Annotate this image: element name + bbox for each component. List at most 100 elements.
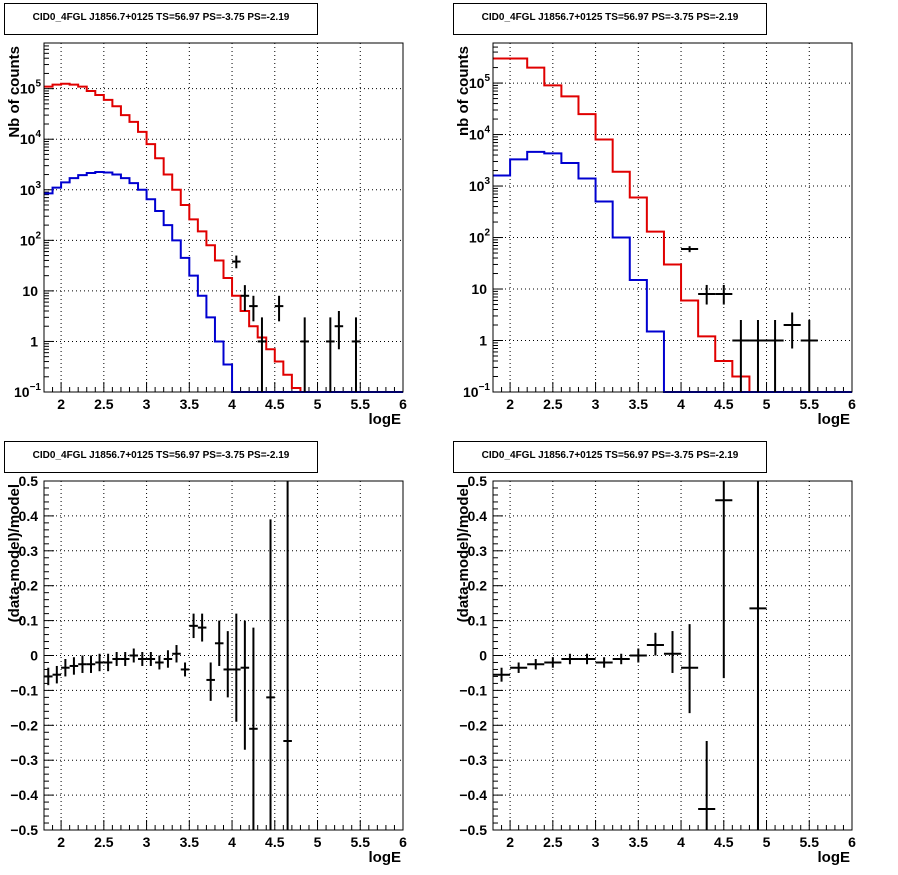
data-point bbox=[129, 648, 139, 663]
data-point bbox=[527, 658, 545, 670]
data-point bbox=[146, 652, 156, 666]
data-point bbox=[681, 624, 699, 714]
data-point bbox=[249, 627, 258, 830]
x-tick-label: 3 bbox=[592, 396, 600, 412]
chart-residuals-coarse: 2 2.5 3 3.5 4 4.5 5 5.5 6 −0.5 −0.4 −0.3 −0.2 −0.1 0 0.… bbox=[455, 473, 856, 866]
x-tick-label: 4 bbox=[677, 396, 685, 412]
data-point bbox=[197, 613, 207, 642]
y-tick-label: −0.1 bbox=[10, 682, 38, 698]
plot-frame bbox=[492, 42, 853, 393]
x-tick-label: 5 bbox=[763, 834, 771, 850]
y-tick-base: 10 bbox=[469, 178, 485, 194]
chart-title: CID0_4FGL J1856.7+0125 TS=56.97 PS=-3.75… bbox=[453, 3, 767, 35]
y-tick-base: 10 bbox=[14, 384, 30, 400]
data-point bbox=[800, 320, 818, 392]
x-tick-label: 2.5 bbox=[94, 834, 114, 850]
y-tick-label: 103 bbox=[20, 180, 42, 198]
plot-frame bbox=[43, 480, 404, 831]
y-tick-label: −0.4 bbox=[10, 787, 38, 803]
data-point bbox=[223, 631, 233, 698]
y-tick-label: 102 bbox=[469, 228, 491, 246]
data-point bbox=[510, 662, 528, 673]
y-tick-label: 10−1 bbox=[463, 382, 490, 400]
data-point bbox=[180, 662, 190, 677]
data-point bbox=[749, 320, 767, 392]
data-point bbox=[172, 645, 181, 663]
y-tick-base: 10 bbox=[20, 81, 36, 97]
y-tick-exponent: 5 bbox=[35, 79, 41, 90]
y-tick-label: 0.3 bbox=[468, 543, 488, 559]
y-tick-label: 1 bbox=[479, 333, 487, 349]
data-point bbox=[300, 317, 309, 392]
x-tick-label: 5.5 bbox=[800, 834, 820, 850]
axis-ticks bbox=[492, 42, 853, 393]
data-points bbox=[44, 481, 292, 830]
data-point bbox=[493, 667, 511, 682]
x-tick-label: 3.5 bbox=[180, 396, 200, 412]
x-tick-label: 4.5 bbox=[714, 396, 734, 412]
data-point bbox=[155, 655, 164, 670]
chart-counts-coarse: 2 2.5 3 3.5 4 4.5 5 5.5 610−1110102103104105logE… bbox=[455, 42, 856, 428]
x-tick-label: 5 bbox=[763, 396, 771, 412]
x-tick-label: 2.5 bbox=[543, 834, 563, 850]
plot-frame bbox=[492, 480, 853, 831]
data-point bbox=[44, 667, 53, 686]
y-tick-label: −0.3 bbox=[459, 752, 487, 768]
x-tick-label: 6 bbox=[399, 834, 407, 850]
y-axis-title: nb of counts bbox=[455, 46, 472, 136]
y-tick-label: 105 bbox=[20, 79, 42, 97]
x-tick-label: 2 bbox=[506, 834, 514, 850]
data-point bbox=[206, 662, 215, 701]
y-axis-title: (data-model)/model bbox=[455, 484, 472, 622]
data-point bbox=[214, 620, 224, 666]
y-tick-base: 10 bbox=[20, 182, 36, 198]
x-tick-label: 4.5 bbox=[714, 834, 734, 850]
y-tick-label: −0.2 bbox=[459, 717, 487, 733]
data-point bbox=[138, 652, 147, 666]
data-point bbox=[69, 657, 79, 675]
data-point bbox=[52, 665, 62, 684]
y-tick-exponent: 4 bbox=[35, 129, 41, 140]
y-tick-label: 0.3 bbox=[19, 543, 39, 559]
x-axis-title: logE bbox=[369, 849, 402, 866]
data-point bbox=[163, 650, 173, 668]
chart-title: CID0_4FGL J1856.7+0125 TS=56.97 PS=-3.75… bbox=[4, 3, 318, 35]
y-tick-label: 10 bbox=[22, 283, 38, 299]
y-tick-label: −0.2 bbox=[10, 717, 38, 733]
grid bbox=[493, 43, 852, 392]
x-tick-label: 3 bbox=[143, 834, 151, 850]
y-axis-title: (data-model)/model bbox=[6, 484, 23, 622]
data-point bbox=[120, 652, 130, 666]
data-point bbox=[112, 652, 121, 666]
y-tick-exponent: 2 bbox=[484, 228, 490, 239]
y-tick-label: −0.1 bbox=[459, 682, 487, 698]
data-point bbox=[715, 284, 733, 305]
data-point bbox=[629, 648, 647, 663]
y-tick-label: 0.1 bbox=[19, 613, 39, 629]
y-tick-base: 10 bbox=[20, 232, 36, 248]
data-point bbox=[612, 653, 630, 665]
data-point bbox=[544, 657, 562, 668]
plot-frame bbox=[43, 42, 404, 393]
x-tick-label: 5 bbox=[314, 396, 322, 412]
data-points bbox=[232, 255, 361, 392]
y-tick-label: 1 bbox=[30, 333, 38, 349]
grid bbox=[44, 481, 403, 830]
chart-counts-fine: 2 2.5 3 3.5 4 4.5 5 5.5 610−1110102103104105logE… bbox=[6, 42, 407, 428]
x-tick-label: 5.5 bbox=[800, 396, 820, 412]
data-point bbox=[283, 481, 292, 830]
data-point bbox=[351, 317, 361, 392]
y-tick-base: 10 bbox=[469, 75, 485, 91]
x-tick-label: 3.5 bbox=[180, 834, 200, 850]
data-points bbox=[681, 246, 818, 392]
y-tick-exponent: −1 bbox=[479, 382, 491, 393]
data-point bbox=[240, 285, 250, 312]
data-point bbox=[783, 312, 801, 349]
y-tick-label: −0.3 bbox=[10, 752, 38, 768]
x-tick-label: 3 bbox=[143, 396, 151, 412]
x-tick-label: 6 bbox=[848, 834, 856, 850]
data-point bbox=[578, 653, 596, 665]
y-tick-label: 0.4 bbox=[19, 508, 39, 524]
data-point bbox=[732, 320, 750, 392]
x-tick-label: 6 bbox=[399, 396, 407, 412]
